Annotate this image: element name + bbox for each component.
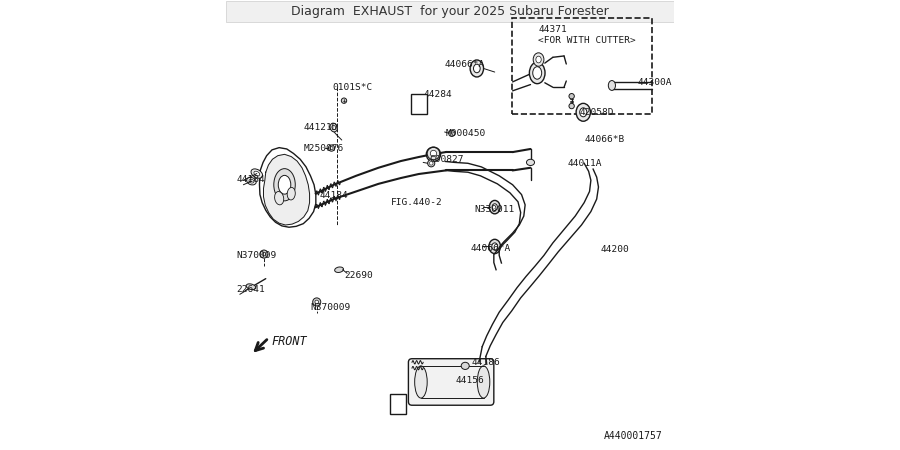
Text: 44121D: 44121D bbox=[304, 123, 338, 132]
Ellipse shape bbox=[254, 171, 260, 176]
Ellipse shape bbox=[491, 243, 498, 250]
Circle shape bbox=[262, 252, 266, 256]
Text: 44186: 44186 bbox=[472, 358, 500, 367]
Bar bbox=[390, 394, 406, 414]
Ellipse shape bbox=[249, 179, 254, 183]
Ellipse shape bbox=[274, 192, 284, 205]
Text: N330011: N330011 bbox=[474, 205, 515, 214]
Ellipse shape bbox=[477, 366, 490, 398]
Text: Diagram  EXHAUST  for your 2025 Subaru Forester: Diagram EXHAUST for your 2025 Subaru For… bbox=[291, 5, 609, 18]
Circle shape bbox=[428, 160, 435, 167]
Ellipse shape bbox=[608, 81, 616, 90]
Text: 44184: 44184 bbox=[320, 190, 348, 199]
Bar bbox=[410, 94, 427, 114]
Text: 44066*B: 44066*B bbox=[585, 135, 625, 144]
Ellipse shape bbox=[251, 169, 263, 178]
Text: 44284: 44284 bbox=[423, 90, 452, 99]
Ellipse shape bbox=[492, 204, 498, 211]
Text: 44156: 44156 bbox=[455, 376, 484, 385]
Ellipse shape bbox=[470, 60, 483, 77]
Text: A: A bbox=[394, 399, 400, 409]
Text: A440001757: A440001757 bbox=[604, 431, 662, 441]
Text: M250076: M250076 bbox=[304, 144, 344, 153]
Ellipse shape bbox=[580, 108, 587, 117]
Text: C00827: C00827 bbox=[429, 155, 464, 164]
Ellipse shape bbox=[536, 56, 541, 63]
Text: A: A bbox=[416, 99, 422, 109]
Text: 44066*A: 44066*A bbox=[445, 60, 485, 69]
Circle shape bbox=[341, 98, 346, 104]
Text: 44184: 44184 bbox=[236, 175, 265, 184]
Ellipse shape bbox=[330, 123, 338, 132]
Text: 44371: 44371 bbox=[538, 25, 567, 34]
Ellipse shape bbox=[274, 169, 295, 201]
Ellipse shape bbox=[330, 147, 333, 150]
Ellipse shape bbox=[526, 159, 535, 166]
Ellipse shape bbox=[335, 267, 344, 273]
Ellipse shape bbox=[533, 67, 542, 79]
Text: 44200: 44200 bbox=[600, 245, 629, 254]
Circle shape bbox=[569, 104, 574, 109]
Ellipse shape bbox=[489, 239, 500, 254]
Text: FRONT: FRONT bbox=[271, 335, 307, 348]
Text: 44300A: 44300A bbox=[638, 78, 672, 87]
Circle shape bbox=[429, 162, 433, 165]
Ellipse shape bbox=[328, 145, 335, 151]
Ellipse shape bbox=[473, 64, 481, 73]
Ellipse shape bbox=[247, 284, 256, 290]
Text: 44011A: 44011A bbox=[567, 159, 602, 168]
Ellipse shape bbox=[430, 150, 436, 157]
Circle shape bbox=[569, 94, 574, 99]
Ellipse shape bbox=[332, 125, 336, 130]
Polygon shape bbox=[264, 154, 310, 225]
Text: 44066*A: 44066*A bbox=[471, 244, 511, 253]
Ellipse shape bbox=[287, 188, 295, 200]
Ellipse shape bbox=[415, 366, 428, 398]
Circle shape bbox=[312, 298, 320, 306]
Ellipse shape bbox=[247, 177, 256, 185]
Circle shape bbox=[449, 130, 454, 136]
Text: FIG.440-2: FIG.440-2 bbox=[391, 198, 443, 207]
Text: 0101S*C: 0101S*C bbox=[333, 83, 374, 92]
Bar bbox=[227, 1, 673, 22]
Text: N370009: N370009 bbox=[236, 251, 276, 260]
Ellipse shape bbox=[529, 62, 545, 84]
Ellipse shape bbox=[533, 53, 544, 66]
Bar bbox=[512, 18, 652, 114]
Text: 22690: 22690 bbox=[345, 270, 373, 279]
Ellipse shape bbox=[576, 104, 590, 121]
FancyBboxPatch shape bbox=[409, 359, 494, 405]
Ellipse shape bbox=[490, 200, 500, 214]
Circle shape bbox=[260, 250, 268, 258]
Ellipse shape bbox=[428, 147, 440, 160]
Text: 22641: 22641 bbox=[236, 285, 265, 294]
Ellipse shape bbox=[461, 362, 469, 369]
Text: N370009: N370009 bbox=[310, 303, 351, 312]
Text: 42058D: 42058D bbox=[580, 108, 614, 117]
Ellipse shape bbox=[278, 176, 291, 194]
Circle shape bbox=[315, 300, 319, 304]
Text: <FOR WITH CUTTER>: <FOR WITH CUTTER> bbox=[538, 36, 636, 45]
Text: M000450: M000450 bbox=[446, 129, 486, 138]
